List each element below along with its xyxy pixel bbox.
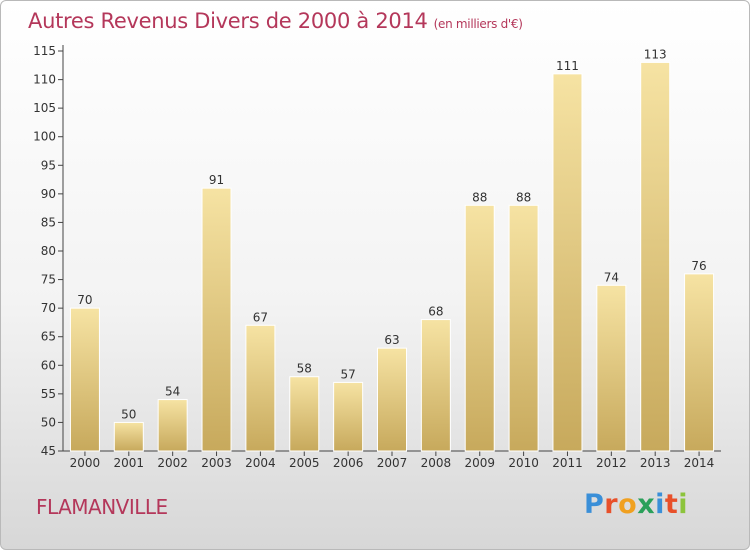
y-axis: 45 50 55 60 65 70 75 80 85 90 95 100 105 110 115 [33,44,64,458]
bar-value-label: 68 [428,305,443,319]
y-tick-label: 70 [41,301,56,315]
x-tick-label: 2002 [157,456,188,470]
bar-2002 [157,399,188,452]
bar-2000 [69,307,100,452]
y-tick-label: 115 [33,44,56,58]
x-tick-label: 2009 [464,456,495,470]
logo-letter: t [664,489,679,520]
x-tick-label: 2011 [552,456,583,470]
bar-value-label: 88 [472,190,487,204]
bar-2001 [113,421,144,452]
bar-value-label: 113 [644,47,667,61]
logo-letter: o [618,489,638,520]
chart-title-text: Autres Revenus Divers de 2000 à 2014 [28,9,428,33]
y-tick-label: 110 [33,73,56,87]
bar-value-label: 74 [604,270,619,284]
x-tick-label: 2005 [289,456,320,470]
bar-2010 [508,204,539,452]
bar-2007 [377,347,407,452]
x-axis: 2000 2001 2002 2003 2004 2005 2006 2007 2008 2009… [63,450,721,470]
data-labels: 70 50 54 91 67 58 57 63 68 88 88 111 74 113 76 [77,47,706,421]
x-tick-label: 2006 [333,456,364,470]
bar-2008 [420,319,451,452]
x-tick-label: 2013 [640,456,671,470]
y-tick-label: 60 [41,358,56,372]
bar-2013 [640,61,671,452]
y-tick-label: 85 [41,215,56,229]
logo-letter: i [678,489,689,520]
bar-value-label: 50 [121,407,136,421]
bar-value-label: 63 [384,333,399,347]
y-tick-label: 100 [33,130,56,144]
x-tick-label: 2007 [377,456,408,470]
y-tick-label: 90 [41,187,56,201]
y-tick-label: 80 [41,244,56,258]
y-tick-label: 95 [41,158,56,172]
bar-value-label: 57 [340,367,355,381]
y-tick-label: 75 [41,273,56,287]
y-tick-label: 45 [41,444,56,458]
bar-2014 [684,273,715,452]
logo-letter: i [655,489,665,520]
x-tick-label: 2000 [70,456,101,470]
bar-2006 [333,381,364,452]
bar-value-label: 58 [297,362,312,376]
bar-value-label: 67 [253,310,268,324]
bar-value-label: 54 [165,385,180,399]
bar-2003 [201,187,232,452]
x-tick-label: 2003 [201,456,232,470]
x-tick-label: 2012 [596,456,627,470]
bar-value-label: 76 [691,259,706,273]
logo-letter: P [584,489,605,520]
chart-title: Autres Revenus Divers de 2000 à 2014 (en … [28,9,523,33]
x-tick-label: 2004 [245,456,276,470]
y-tick-label: 65 [41,330,56,344]
logo-letter: x [637,489,656,520]
town-name: FLAMANVILLE [36,495,168,519]
bar-value-label: 111 [556,59,579,73]
bar-value-label: 88 [516,190,531,204]
chart-subtitle: (en milliers d'€) [433,17,523,31]
y-tick-label: 55 [41,387,56,401]
bar-2011 [552,73,583,452]
bar-2005 [289,376,320,452]
x-tick-label: 2001 [114,456,145,470]
bar-2012 [596,284,627,452]
logo-letter: r [604,489,619,520]
y-tick-label: 105 [33,101,56,115]
x-tick-label: 2014 [684,456,715,470]
bar-2009 [464,204,495,452]
bar-value-label: 91 [209,173,224,187]
y-tick-label: 50 [41,415,56,429]
bar-value-label: 70 [77,293,92,307]
x-tick-label: 2008 [421,456,452,470]
proxiti-logo[interactable]: Proxiti [584,489,688,520]
x-tick-label: 2010 [508,456,539,470]
bars [69,61,715,452]
bar-2004 [245,324,276,452]
